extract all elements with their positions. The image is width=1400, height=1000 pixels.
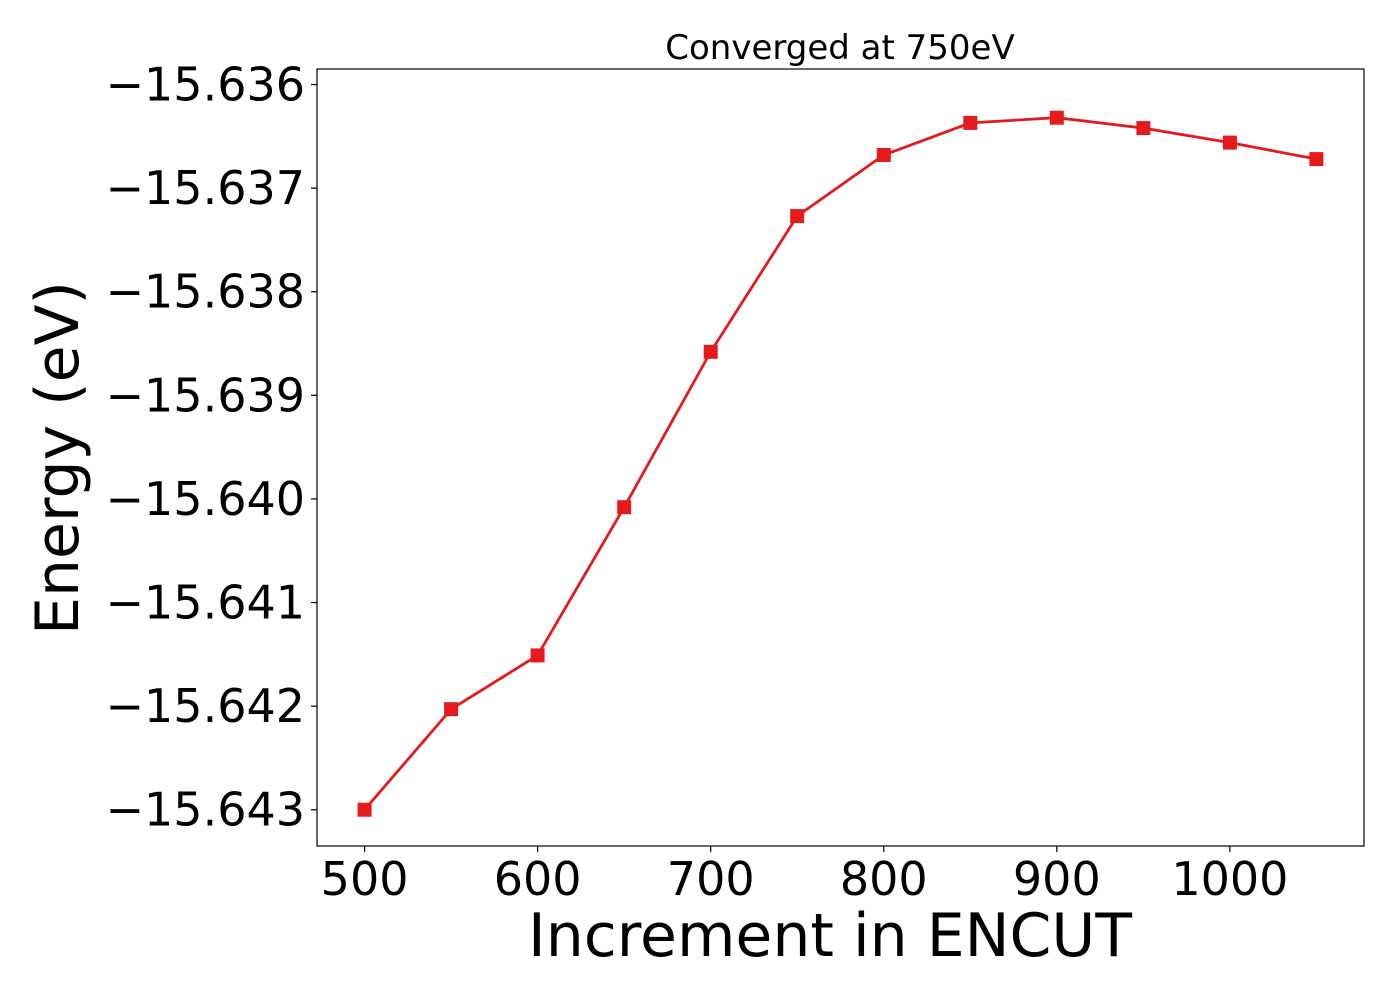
data-point <box>1049 110 1064 125</box>
x-tick-label: 800 <box>840 852 928 906</box>
y-tick-label: −15.639 <box>106 368 306 422</box>
data-point <box>357 802 372 817</box>
data-point <box>1136 121 1151 136</box>
data-point <box>530 648 545 663</box>
y-axis-label: Energy (eV) <box>23 281 93 635</box>
y-tick-label: −15.636 <box>106 58 306 112</box>
y-tick-label: −15.637 <box>106 161 306 215</box>
x-tick-label: 700 <box>667 852 755 906</box>
y-tick-label: −15.642 <box>106 679 306 733</box>
plot-frame <box>316 68 1365 847</box>
data-point <box>703 344 718 359</box>
y-axis: −15.636 −15.637 −15.638 −15.639 −15.640 −15.6… <box>106 58 317 837</box>
chart-title: Converged at 750eV <box>665 28 1014 68</box>
data-point <box>1309 152 1324 167</box>
x-tick-label: 900 <box>1013 852 1101 906</box>
data-point <box>790 209 805 224</box>
y-tick-label: −15.643 <box>106 783 306 837</box>
y-tick-label: −15.641 <box>106 576 306 630</box>
x-axis-label: Increment in ENCUT <box>528 901 1132 971</box>
x-tick-label: 600 <box>494 852 582 906</box>
y-tick-label: −15.638 <box>106 265 306 319</box>
series-line <box>363 116 1317 811</box>
x-tick-label: 1000 <box>1171 852 1288 906</box>
data-point <box>963 115 978 130</box>
x-axis: 500 600 700 800 900 1000 <box>321 846 1288 906</box>
x-tick-label: 500 <box>321 852 409 906</box>
data-point <box>1222 135 1237 150</box>
data-point <box>617 500 632 515</box>
data-point <box>876 148 891 162</box>
plot-area <box>316 68 1365 847</box>
data-point <box>444 702 459 717</box>
y-tick-label: −15.640 <box>106 472 306 526</box>
